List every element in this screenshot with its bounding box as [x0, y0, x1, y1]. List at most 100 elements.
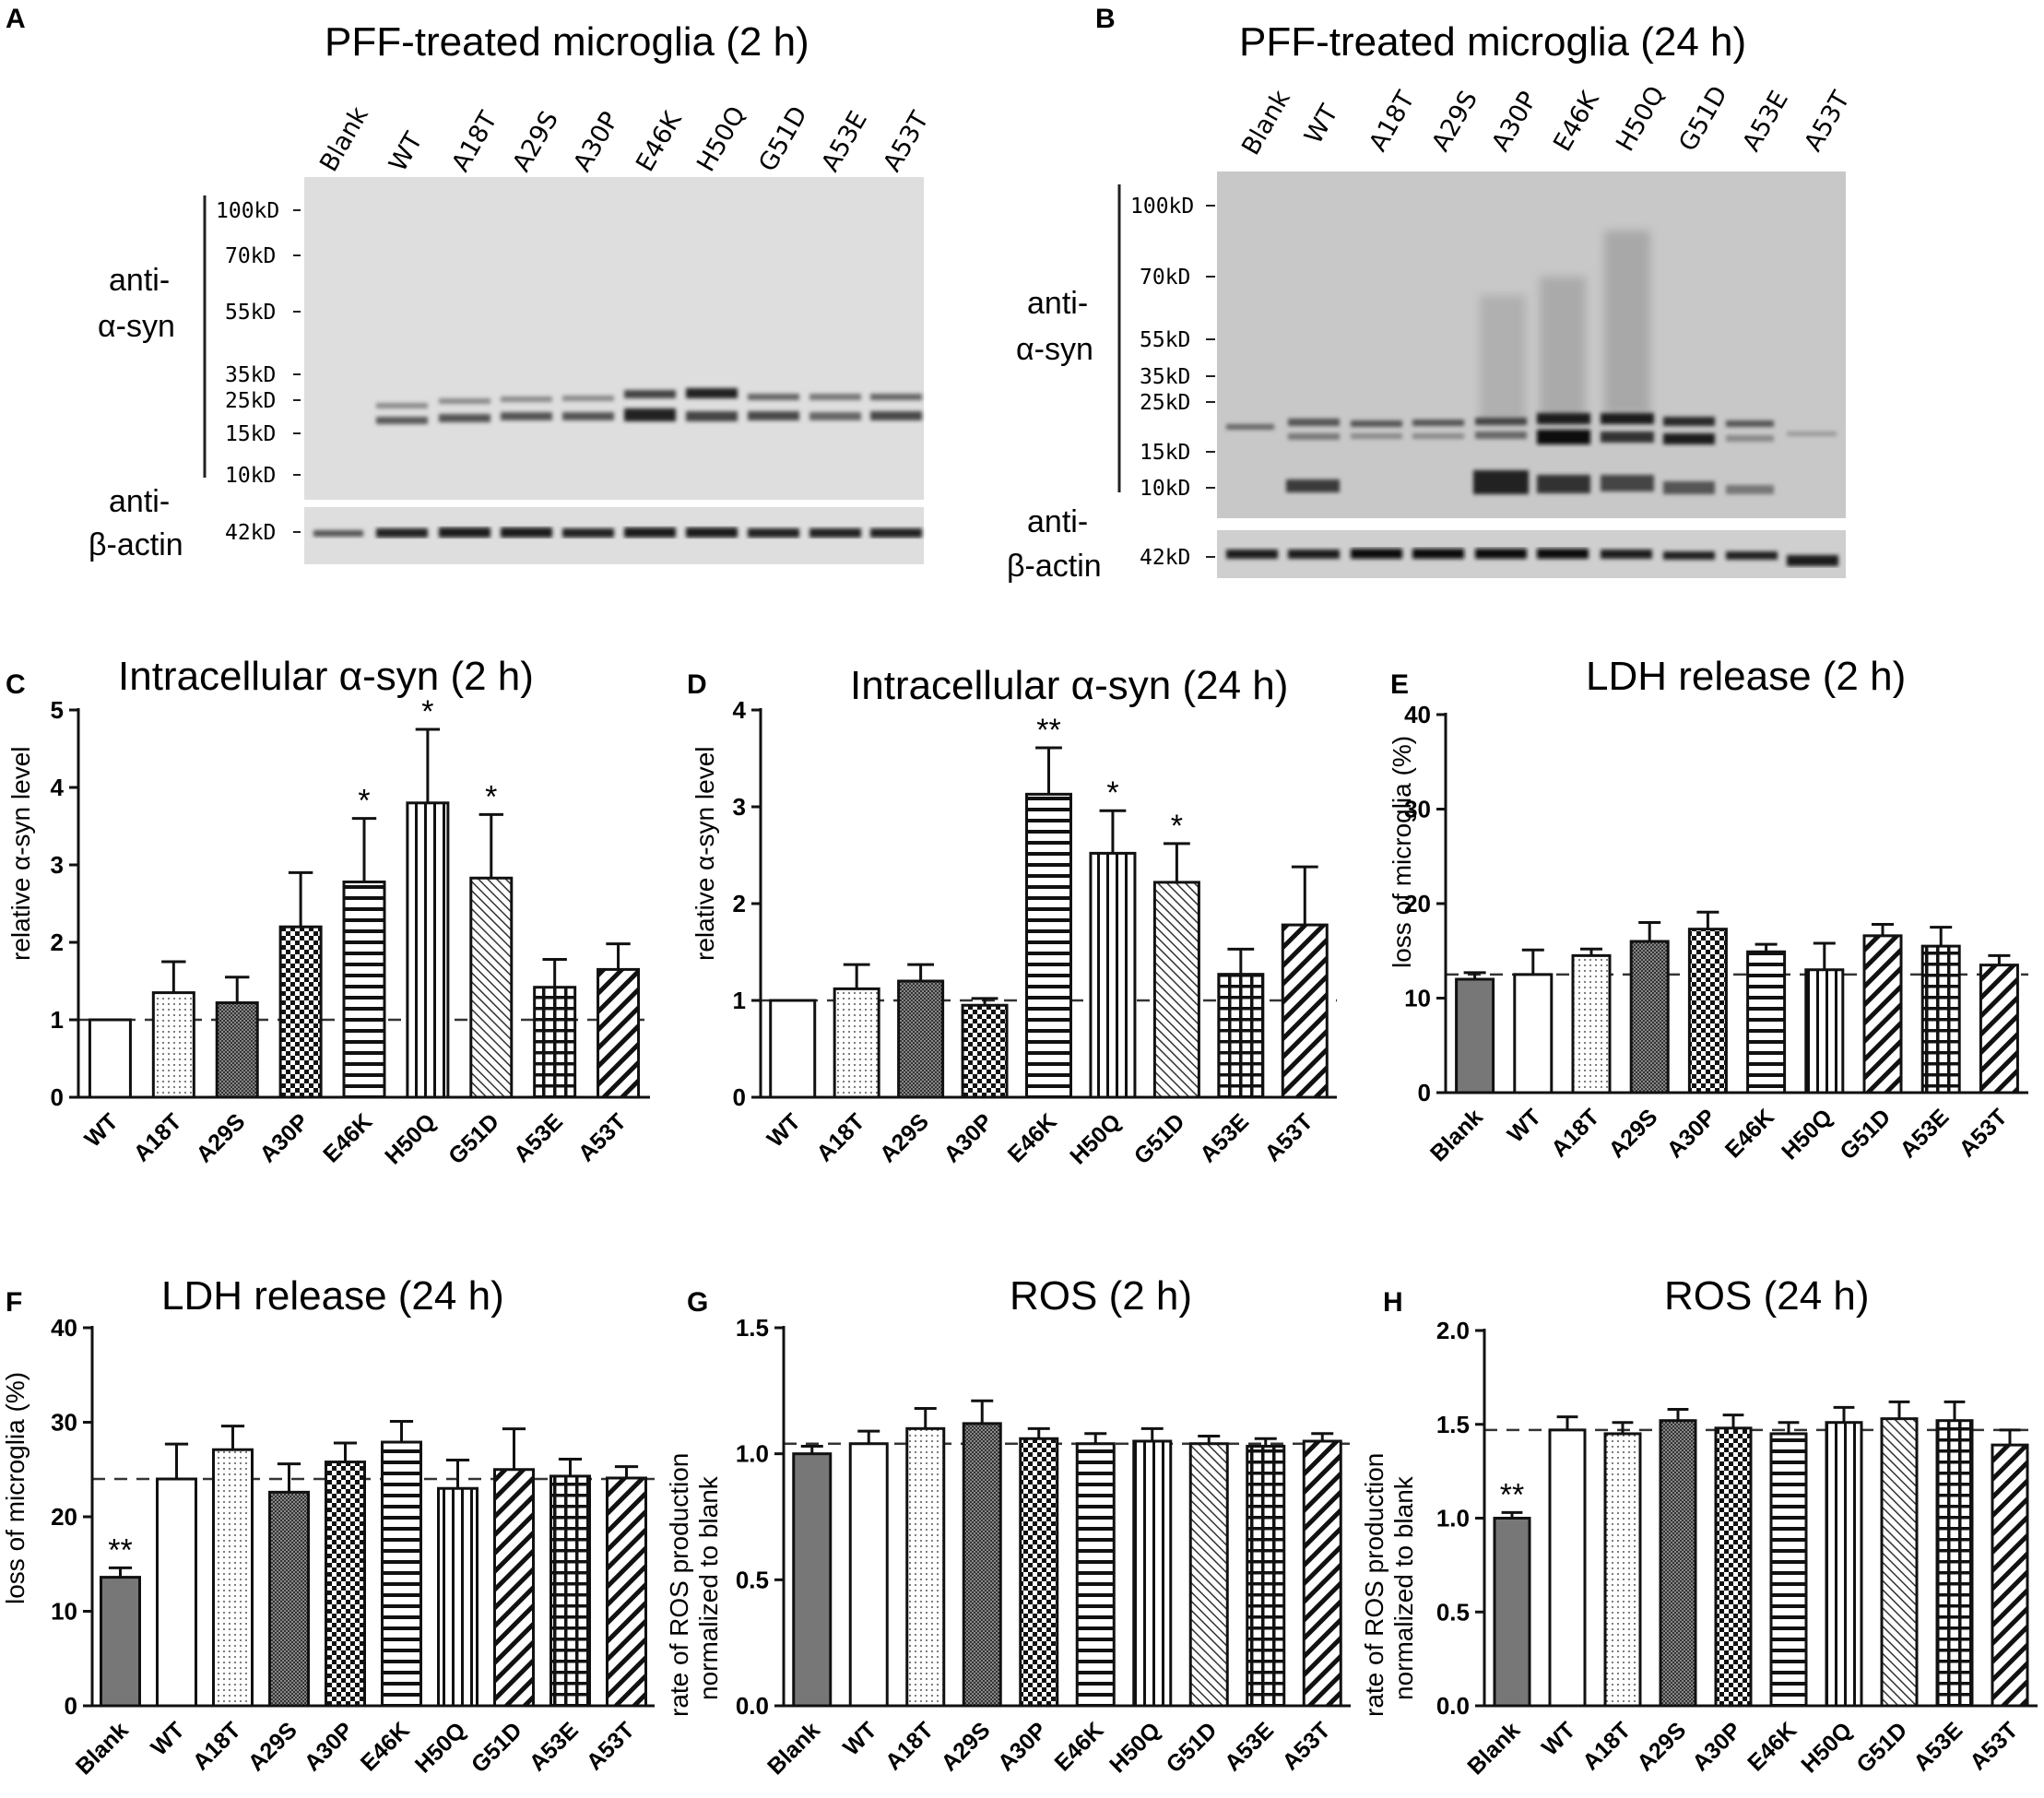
- bar-a53t: [1302, 1439, 1342, 1708]
- significance-label: *: [1171, 809, 1183, 844]
- western-blot-b: B PFF-treated microglia (24 h) Blank WT …: [1007, 4, 1856, 584]
- chart-c-title: Intracellular α-syn (2 h): [118, 654, 534, 699]
- x-tick-label: A29S: [875, 1108, 934, 1167]
- bar-a29s: [1629, 940, 1670, 1094]
- blot-b-lane-label: A29S: [1426, 86, 1483, 156]
- y-tick-label: 1: [51, 1006, 64, 1034]
- bar-a18t: [212, 1448, 254, 1708]
- significance-label: *: [358, 784, 370, 819]
- significance-label: **: [1036, 713, 1060, 748]
- panel-label-h: H: [1383, 1287, 1403, 1318]
- x-tick-label: H50Q: [1065, 1108, 1126, 1169]
- x-tick-label: A30P: [254, 1108, 313, 1167]
- y-tick-label: 2.0: [1436, 1317, 1470, 1344]
- blot-a-lane-label: E46K: [631, 106, 688, 176]
- blot-b-actin-label: β-actin: [1007, 549, 1102, 584]
- bar-a30p: [1019, 1437, 1059, 1708]
- panel-label-a: A: [6, 4, 26, 34]
- blot-b-lane-label: A30P: [1486, 87, 1542, 156]
- y-tick-label: 0.5: [736, 1566, 769, 1593]
- bar-a30p: [961, 1003, 1009, 1099]
- chart-g-ylabel-line: rate of ROS production: [665, 1453, 693, 1717]
- y-tick-label: 1.0: [1436, 1505, 1470, 1532]
- x-tick-label: H50Q: [380, 1108, 441, 1169]
- bar-wt: [848, 1442, 889, 1708]
- chart-f-title: LDH release (24 h): [161, 1273, 504, 1319]
- blot-a-lane-label: A53E: [816, 106, 873, 176]
- blot-b-lane-labels: Blank WT A18T A29S A30P E46K H50Q G51D A…: [1236, 81, 1856, 160]
- y-tick-label: 5: [51, 696, 64, 724]
- bar-a53t: [606, 1476, 647, 1708]
- bar-e46k: [1769, 1432, 1808, 1708]
- panel-label-b: B: [1095, 4, 1116, 34]
- bar-a30p: [1687, 928, 1728, 1094]
- mw-marker: 42kD: [1140, 546, 1190, 570]
- x-tick-label: A30P: [300, 1717, 359, 1776]
- x-tick-label: A29S: [1632, 1717, 1691, 1776]
- x-tick-label: G51D: [1835, 1104, 1896, 1165]
- x-tick-label: G51D: [443, 1108, 504, 1169]
- mw-marker: 35kD: [1140, 365, 1190, 389]
- mw-marker: 10kD: [1140, 477, 1190, 501]
- x-tick-label: H50Q: [1777, 1104, 1837, 1165]
- bar-a29s: [215, 1001, 259, 1099]
- bar-a53e: [1217, 973, 1265, 1099]
- blot-b-bands: [1226, 413, 1837, 494]
- mw-marker: 25kD: [225, 389, 276, 413]
- bar-a29s: [1659, 1419, 1697, 1708]
- bar-a30p: [278, 925, 323, 1099]
- mw-marker: 55kD: [225, 301, 276, 325]
- x-tick-label: A29S: [191, 1108, 250, 1167]
- bar-e46k: [1746, 950, 1787, 1094]
- bar-a53t: [1281, 923, 1329, 1099]
- chart-e-title: LDH release (2 h): [1586, 654, 1906, 699]
- blot-a-lane-label: H50Q: [691, 101, 751, 176]
- blot-b-lane-label: G51D: [1673, 81, 1733, 156]
- x-tick-label: E46K: [1720, 1104, 1779, 1163]
- x-tick-label: H50Q: [1105, 1717, 1165, 1778]
- bar-a29s: [962, 1422, 1002, 1708]
- x-tick-label: A18T: [188, 1717, 246, 1775]
- blot-b-actin-label: anti-: [1027, 504, 1088, 539]
- x-tick-label: A53T: [582, 1717, 640, 1775]
- chart-e: E LDH release (2 h) loss of microglia (%…: [1388, 654, 2028, 1166]
- bar-a29s: [268, 1490, 310, 1708]
- bar-e46k: [1075, 1442, 1116, 1708]
- x-tick-label: E46K: [356, 1717, 415, 1776]
- panel-label-g: G: [687, 1287, 708, 1318]
- chart-f: F LDH release (24 h) loss of microglia (…: [1, 1273, 655, 1780]
- blot-a-antibody-label: anti-: [109, 263, 170, 298]
- x-tick-label: A18T: [129, 1108, 187, 1166]
- x-tick-label: A18T: [1546, 1104, 1604, 1162]
- bar-wt: [88, 1018, 132, 1099]
- y-tick-label: 0: [1418, 1079, 1431, 1106]
- chart-h: H ROS (24 h) rate of ROS production norm…: [1360, 1273, 2038, 1780]
- significance-label: **: [1500, 1477, 1524, 1512]
- blot-b-smears: [1480, 231, 1650, 424]
- y-tick-label: 1: [733, 987, 746, 1014]
- blot-b-lane-label: A18T: [1364, 87, 1421, 157]
- bar-wt: [1513, 973, 1554, 1094]
- blot-b-actin-bands: [1226, 549, 1838, 566]
- panel-label-f: F: [6, 1287, 22, 1318]
- x-tick-label: G51D: [1129, 1108, 1190, 1169]
- x-tick-label: A30P: [993, 1717, 1052, 1776]
- y-tick-label: 3: [51, 851, 64, 879]
- mw-marker: 25kD: [1140, 391, 1190, 415]
- bar-h50q: [437, 1486, 479, 1708]
- x-tick-label: E46K: [1003, 1108, 1062, 1167]
- x-tick-label: WT: [762, 1108, 806, 1152]
- x-tick-label: A53T: [573, 1108, 632, 1166]
- chart-h-ylabel-line: normalized to blank: [1389, 1475, 1418, 1700]
- x-tick-label: E46K: [1049, 1717, 1108, 1776]
- mw-marker: 100kD: [1130, 195, 1194, 219]
- chart-h-ylabel-line: rate of ROS production: [1360, 1453, 1388, 1717]
- blot-a-lane-labels: Blank WT A18T A29S A30P E46K H50Q G51D A…: [314, 101, 935, 176]
- y-tick-label: 20: [1404, 890, 1431, 917]
- significance-label: *: [1106, 775, 1118, 810]
- chart-c-ylabel: relative α-syn level: [6, 747, 35, 962]
- bar-g51d: [469, 876, 514, 1099]
- x-tick-label: WT: [1503, 1104, 1546, 1147]
- x-tick-label: Blank: [71, 1717, 134, 1780]
- blot-b-lane-label: H50Q: [1611, 81, 1671, 156]
